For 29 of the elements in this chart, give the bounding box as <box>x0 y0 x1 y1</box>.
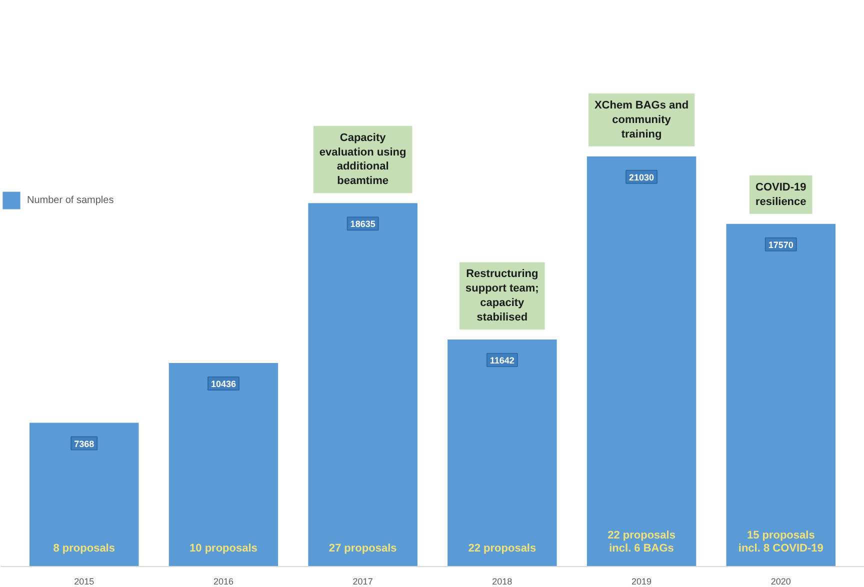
x-tick-label: 2015 <box>74 576 94 586</box>
annotation: 27 proposals <box>328 542 397 554</box>
annotation: 10 proposals <box>190 542 258 554</box>
annotation: XChem BAGs and community training <box>594 100 689 140</box>
x-tick-label: 2020 <box>770 576 791 586</box>
bar <box>29 422 139 566</box>
bar <box>586 156 696 566</box>
annotation: Capacity evaluation using additional beamtime <box>319 132 406 188</box>
annotation: 8 proposals <box>53 542 115 554</box>
annotation: 15 proposals incl. 8 COVID-19 <box>738 529 824 554</box>
annotation: 22 proposals <box>468 542 536 554</box>
x-tick-label: 2018 <box>492 576 512 586</box>
legend-label: Number of samples <box>27 194 114 206</box>
bar <box>308 203 418 566</box>
data-label: 11642 <box>490 355 514 366</box>
data-label: 18635 <box>350 219 376 230</box>
bar <box>726 224 836 566</box>
data-label: 17570 <box>768 240 794 250</box>
annotation: Restructuring support team; capacity stabilised <box>466 268 539 324</box>
x-tick-label: 2016 <box>213 576 234 586</box>
bar <box>448 339 557 566</box>
data-label: 10436 <box>210 378 236 389</box>
annotation: 22 proposals incl. 6 BAGs <box>608 529 676 554</box>
data-label: 21030 <box>629 172 654 182</box>
x-tick-label: 2019 <box>632 576 652 586</box>
bar <box>168 362 278 566</box>
data-label: 7368 <box>74 438 94 449</box>
annotation: COVID-19 resilience <box>756 181 806 208</box>
x-tick-label: 2017 <box>352 576 373 586</box>
